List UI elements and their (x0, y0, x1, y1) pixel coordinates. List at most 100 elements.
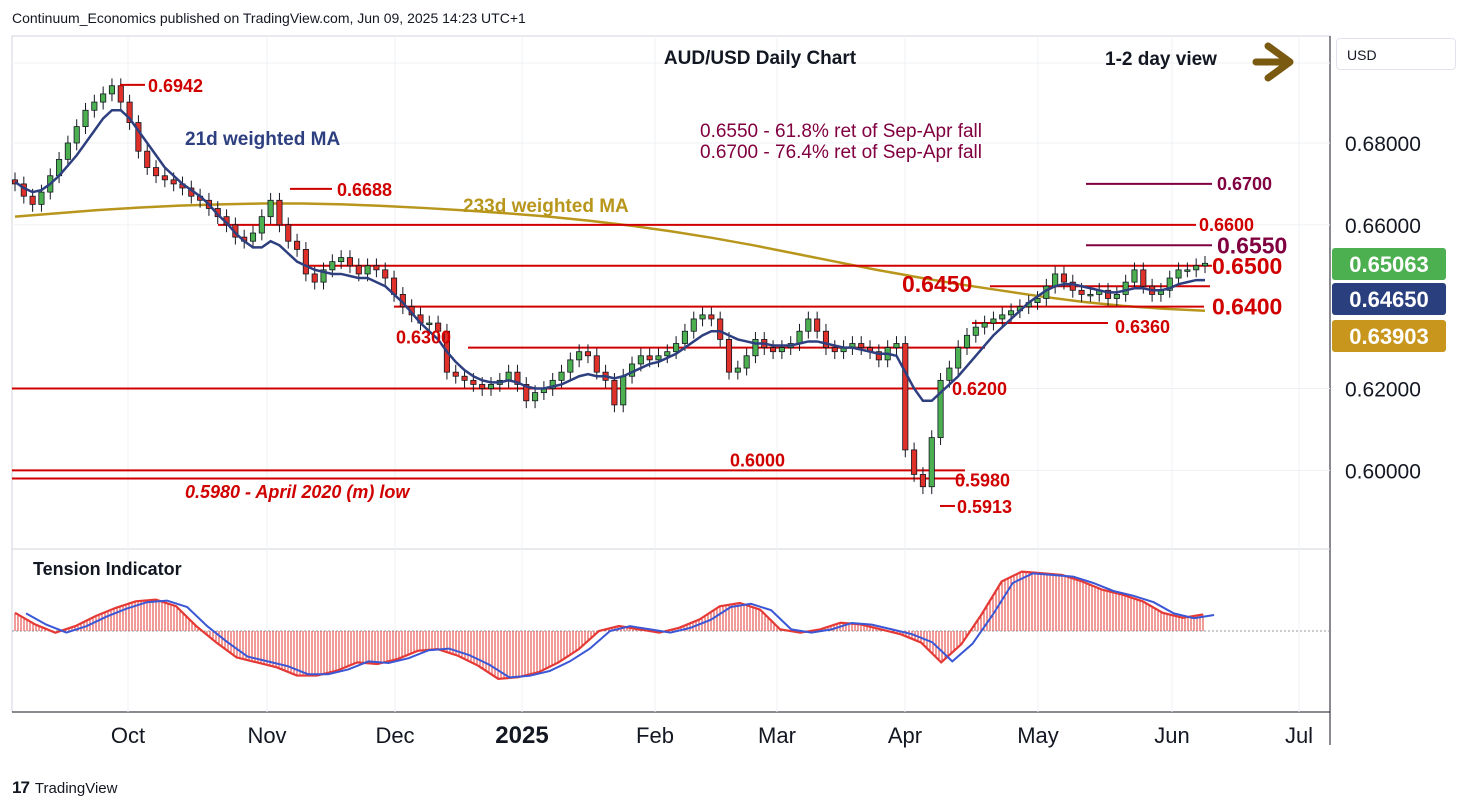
candle-body (708, 314, 715, 320)
price-badge-label: 0.65063 (1349, 252, 1429, 277)
footer-brand[interactable]: TradingView (34, 779, 118, 797)
candle-body (770, 347, 777, 353)
level-label-0-6500: 0.6500 (1212, 253, 1282, 279)
candle-body (364, 265, 371, 275)
candle-body (479, 384, 486, 389)
candle-body (276, 199, 283, 226)
candle-body (346, 257, 354, 267)
candle-body (355, 265, 362, 275)
publisher-line: Continuum_Economics published on Trading… (12, 10, 526, 26)
x-tick-label: Apr (888, 723, 922, 748)
candle-body (161, 175, 168, 181)
candle-body (664, 351, 671, 357)
candle-body (514, 371, 521, 385)
candle-body (135, 122, 142, 152)
candle-body (549, 379, 556, 389)
ma233-line (14, 202, 1206, 313)
annotation-0-6688: 0.6688 (337, 180, 392, 200)
candle-body (584, 351, 592, 357)
candle-body (523, 384, 530, 402)
candle-body (152, 167, 160, 177)
candle-body (1078, 289, 1085, 295)
candle-body (1060, 273, 1068, 283)
y-tick-label: 0.60000 (1345, 460, 1421, 483)
candle-body (646, 355, 653, 361)
candle-body (717, 318, 724, 340)
candle-body (29, 195, 36, 205)
annotation-0-6942: 0.6942 (148, 76, 203, 96)
x-tick-label: Mar (758, 723, 796, 748)
candle-body (655, 355, 662, 361)
candle-body (593, 355, 600, 373)
candle-body (1052, 273, 1059, 287)
candle-body (461, 375, 468, 381)
candle-body (919, 474, 926, 488)
candle-body (144, 150, 151, 168)
candle-body (64, 142, 71, 160)
candle-body (946, 367, 953, 381)
candle-body (1104, 289, 1112, 299)
candle-body (108, 85, 116, 95)
candle-body (329, 261, 336, 271)
candle-body (100, 93, 107, 103)
x-tick-label: Jun (1154, 723, 1189, 748)
price-badge-label: 0.64650 (1349, 287, 1429, 312)
candle-body (1087, 294, 1094, 297)
candle-body (611, 379, 618, 406)
candle-body (1140, 269, 1147, 287)
candle-body (302, 248, 309, 275)
candle-body (822, 330, 830, 348)
candle-body (1175, 269, 1182, 279)
candle-body (1122, 281, 1129, 295)
candle-body (778, 347, 785, 353)
level-label-0-6200: 0.6200 (952, 379, 1007, 399)
fib-note-0-6700: 0.6700 - 76.4% ret of Sep-Apr fall (700, 142, 982, 163)
candle-body (285, 224, 292, 242)
ma233-label: 233d weighted MA (463, 196, 629, 217)
candle-body (999, 314, 1006, 320)
candle-body (963, 334, 971, 349)
candle-body (1069, 281, 1076, 291)
currency-selector[interactable]: USD (1336, 38, 1456, 70)
candle-body (320, 269, 327, 283)
x-tick-label: May (1017, 723, 1059, 748)
candle-body (532, 392, 539, 402)
candle-body (699, 314, 706, 320)
candle-body (1034, 298, 1041, 303)
candle-body (1166, 277, 1173, 291)
tension-indicator-label: Tension Indicator (33, 559, 182, 579)
tension-line (14, 570, 1204, 680)
level-label-0-6300: 0.6300 (396, 328, 451, 348)
candle-body (435, 322, 442, 332)
candle-body (258, 216, 265, 234)
candle-body (972, 326, 979, 336)
view-note: 1-2 day view (1105, 49, 1217, 70)
x-tick-label: 2025 (495, 722, 548, 749)
annotation-april-2020-low: 0.5980 - April 2020 (m) low (185, 482, 410, 502)
candle-body (126, 101, 133, 123)
level-label-0-6000: 0.6000 (730, 450, 785, 470)
candle-body (38, 191, 45, 205)
candle-body (831, 347, 838, 353)
candle-body (426, 322, 433, 325)
candle-body (690, 318, 697, 332)
candle-body (1184, 269, 1191, 272)
candle-body (558, 371, 565, 381)
right-arrow-icon (1252, 42, 1294, 82)
candle-body (637, 355, 644, 365)
candle-body (1201, 262, 1209, 267)
x-tick-label: Jul (1285, 723, 1313, 748)
fib-note-0-6550: 0.6550 - 61.8% ret of Sep-Apr fall (700, 121, 982, 142)
candle-body (734, 367, 741, 373)
price-badge-label: 0.63903 (1349, 324, 1429, 349)
candle-body (814, 318, 821, 332)
candle-body (373, 265, 380, 271)
x-tick-label: Oct (111, 723, 145, 748)
candle-body (311, 273, 318, 283)
chart-title: AUD/USD Daily Chart (664, 48, 857, 69)
candle-body (267, 199, 274, 218)
y-tick-label: 0.66000 (1345, 215, 1421, 238)
candle-body (249, 232, 257, 242)
candle-body (117, 85, 124, 103)
